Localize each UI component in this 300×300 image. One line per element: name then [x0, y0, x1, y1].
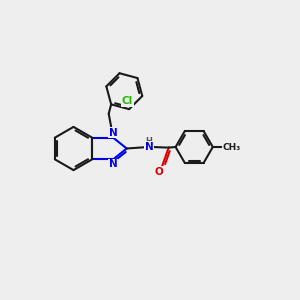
Text: H: H	[145, 136, 152, 146]
Text: CH₃: CH₃	[222, 142, 241, 152]
Text: O: O	[154, 167, 163, 177]
Text: N: N	[145, 142, 153, 152]
Text: N: N	[109, 159, 118, 170]
Text: N: N	[109, 128, 118, 138]
Text: Cl: Cl	[122, 96, 133, 106]
